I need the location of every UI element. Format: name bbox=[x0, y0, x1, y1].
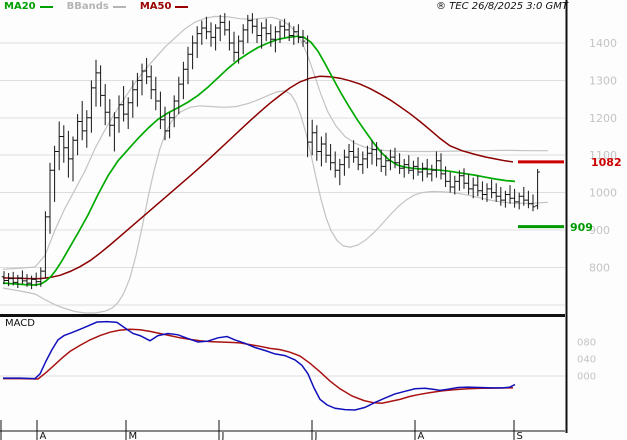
level-label-1: 909 bbox=[570, 221, 593, 234]
macd-tick-label: 080 bbox=[577, 338, 596, 349]
month-label: M bbox=[129, 431, 138, 440]
month-label: A bbox=[40, 431, 47, 440]
price-tick-label: 900 bbox=[589, 224, 610, 237]
legend-item-1: BBands bbox=[67, 1, 126, 12]
price-tick-label: 1100 bbox=[589, 149, 617, 162]
price-tick-label: 1400 bbox=[589, 37, 617, 50]
macd-panel-label: MACD bbox=[5, 318, 35, 329]
ohlc-bars bbox=[1, 13, 540, 290]
legend-label-ma50: MA50 bbox=[139, 1, 172, 12]
bband-lower-line bbox=[2, 90, 549, 314]
price-tick-label: 1200 bbox=[589, 112, 617, 125]
price-tick-label: 1300 bbox=[589, 74, 617, 87]
month-label: J bbox=[221, 431, 225, 440]
macd-tick-label: 040 bbox=[577, 355, 596, 366]
price-tick-label: 1000 bbox=[589, 187, 617, 200]
bband-upper-line bbox=[2, 15, 548, 270]
ma20-line bbox=[2, 35, 516, 286]
macd-tick-label: 000 bbox=[577, 372, 596, 383]
level-label-0: 1082 bbox=[591, 156, 622, 169]
ma50-line bbox=[2, 75, 514, 280]
price-tick-label: 800 bbox=[589, 261, 610, 274]
panel-separator bbox=[0, 314, 565, 317]
legend-label-ma20: MA20 bbox=[4, 1, 36, 12]
timestamp-label: ® TEC 26/8/2025 3:0 GMT bbox=[436, 1, 568, 12]
month-label: S bbox=[517, 431, 523, 440]
legend-item-0: MA20 bbox=[4, 1, 53, 12]
ma50-swatch-icon bbox=[175, 5, 189, 8]
legend-item-2: MA50 bbox=[140, 1, 189, 12]
bbands-swatch-icon bbox=[112, 5, 126, 8]
month-label: J bbox=[314, 431, 318, 440]
legend-label-bbands: BBands bbox=[66, 1, 109, 12]
month-label: A bbox=[418, 431, 425, 440]
ma20-swatch-icon bbox=[39, 5, 53, 8]
macd-signal-line bbox=[3, 328, 513, 404]
macd-line bbox=[3, 320, 516, 411]
legend: MA20 BBands MA50 bbox=[4, 1, 189, 12]
